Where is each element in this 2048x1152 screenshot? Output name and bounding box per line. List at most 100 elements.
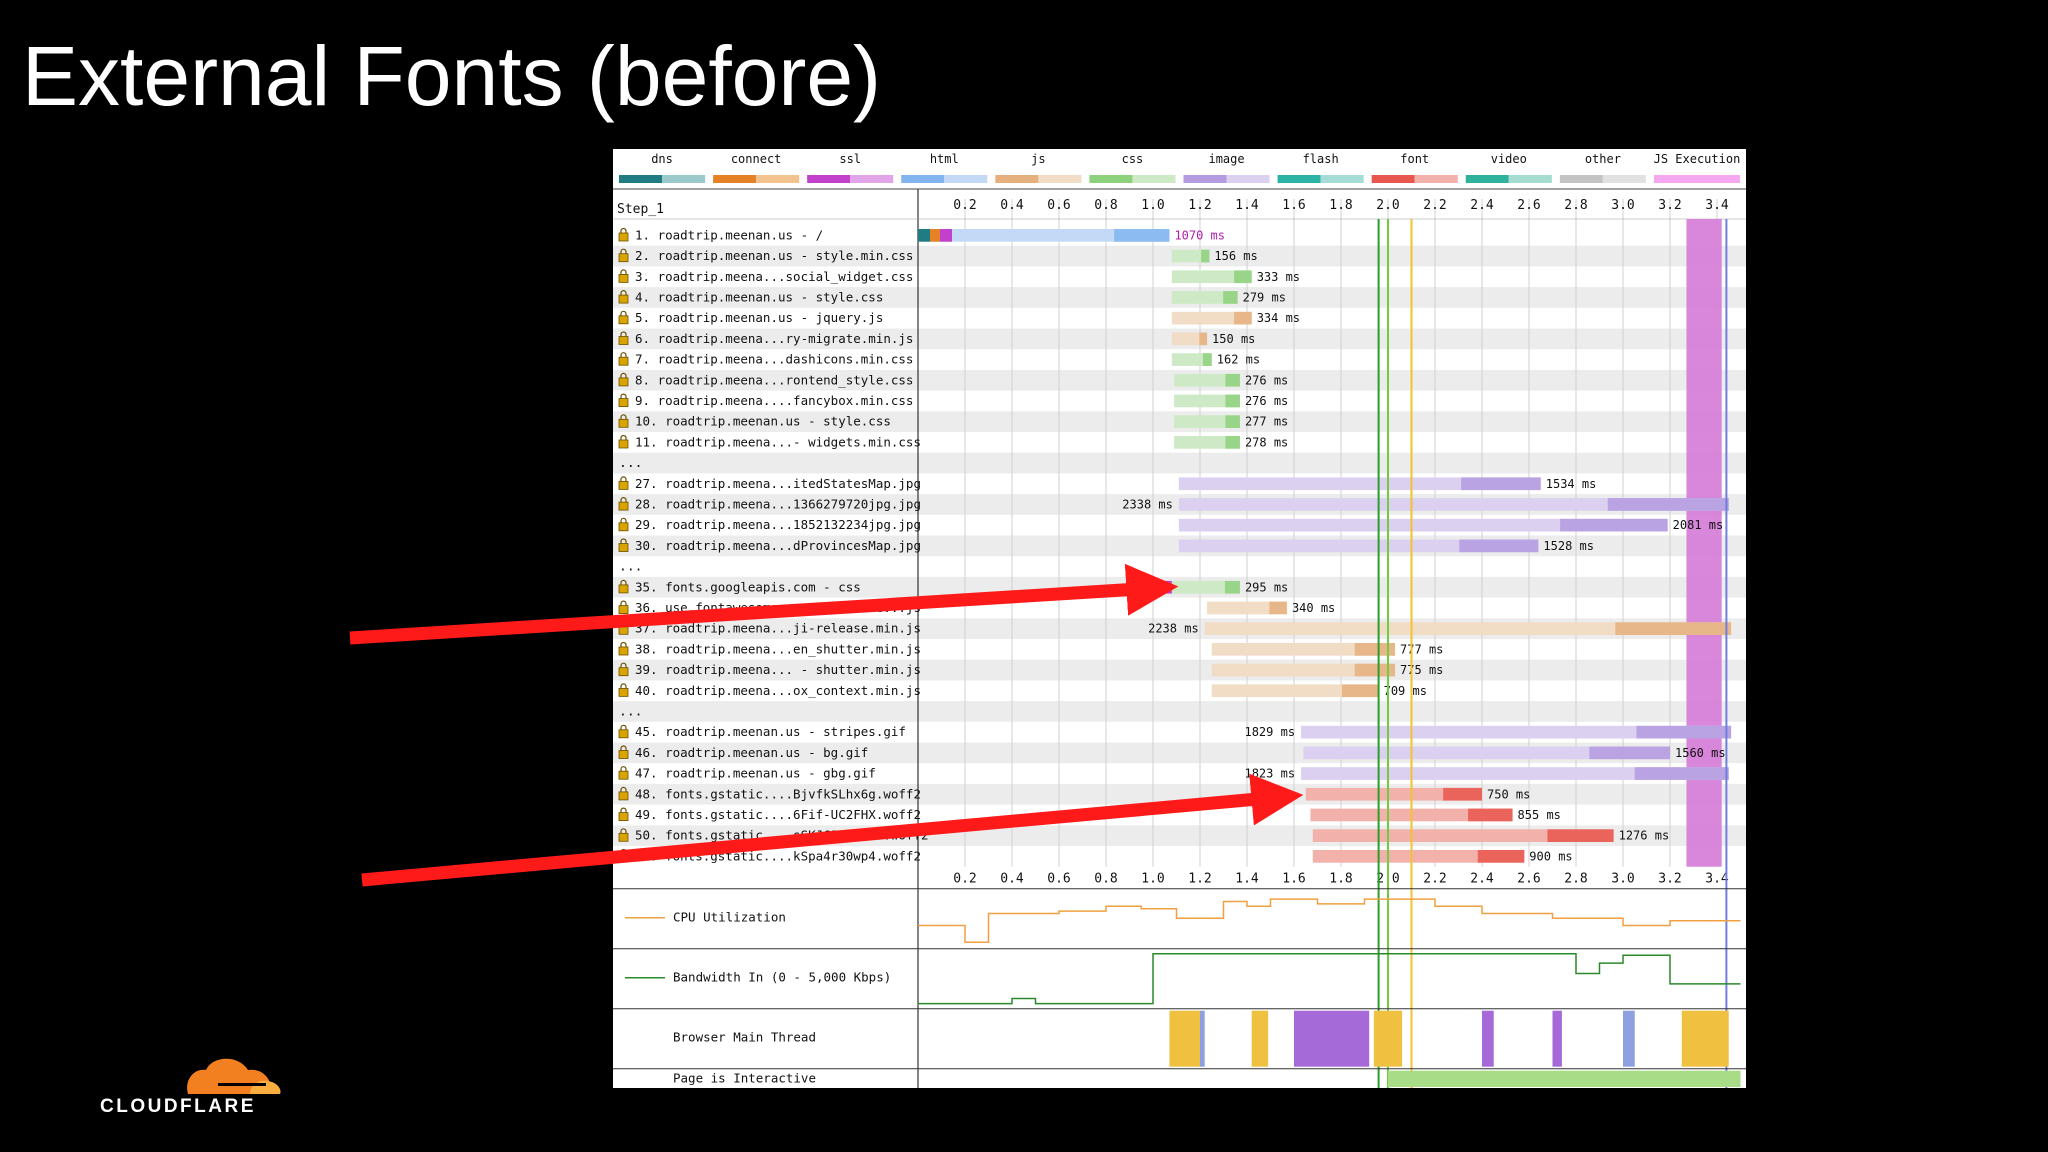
request-bar [1178,518,1668,532]
tick-label-top: 0.8 [1094,198,1117,213]
lock-icon [618,414,629,428]
legend-swatch-html [901,175,945,183]
request-label: 27. roadtrip.meena...itedStatesMap.jpg [635,476,921,491]
main-thread-block [1251,1010,1269,1067]
request-bar [1305,787,1482,801]
request-time: 340 ms [1292,601,1335,615]
lock-icon [618,310,629,325]
legend-swatch-flash [1277,175,1321,183]
request-bar [1171,270,1252,284]
request-bar-download [1269,601,1287,615]
request-bar-download [1615,622,1732,635]
legend-swatch-js [995,175,1039,183]
request-time: 1070 ms [1174,228,1225,242]
request-time: 150 ms [1212,332,1255,346]
request-bar [1171,580,1240,594]
waterfall-chart: dns connect ssl html js css image flash font vide… [613,149,1746,1088]
legend-label-js: js [1031,152,1045,166]
request-label: 35. fonts.googleapis.com - css [635,579,861,594]
tick-label-bottom: 0.8 [1094,872,1117,887]
tick-label-top: 2.2 [1423,198,1446,213]
request-bar [1171,353,1212,366]
legend-swatch-light-dns [662,175,706,183]
request-time: 855 ms [1518,808,1561,822]
tick-label-bottom: 2.6 [1517,872,1540,887]
tick-label-top: 2.0 [1376,198,1399,213]
lock-icon [618,290,629,304]
request-label: 50. fonts.gstatic....sSKJC2CzHfdc.woff2 [635,828,929,843]
request-bar [1301,767,1729,780]
request-bar-download [1636,725,1732,739]
request-label: 39. roadtrip.meena... - shutter.min.js [635,662,921,677]
tick-label-top: 2.4 [1470,198,1494,213]
request-bar [1174,436,1240,449]
request-label: 47. roadtrip.meenan.us - gbg.gif [635,766,876,781]
step-label: Step_1 [617,202,664,217]
legend-label-html: html [930,152,959,166]
legend-swatch-ssl [807,175,851,183]
legend-label-image: image [1208,152,1244,166]
request-time: 2081 ms [1673,518,1724,532]
row-ellipsis: ... [619,456,642,471]
tick-label-bottom: 1.6 [1282,872,1305,887]
row-ellipsis: ... [619,704,642,719]
request-bar-download [1234,270,1252,284]
tick-label-top: 3.2 [1658,198,1681,213]
request-time: 1276 ms [1619,829,1670,843]
lock-icon [618,331,629,345]
tick-label-top: 0.4 [1000,198,1024,213]
bandwidth-line [918,952,1741,1005]
legend-label-video: video [1491,152,1527,166]
request-bar [1207,601,1287,615]
request-bar-download [1634,767,1729,780]
main-thread-block [1552,1010,1562,1067]
request-bar-download [1114,229,1170,242]
legend-label-ssl: ssl [839,152,861,166]
tick-label-top: 0.6 [1047,198,1070,213]
cloudflare-logo: CLOUDFLARE [100,1050,290,1120]
request-bar-download [1468,808,1513,822]
tick-label-bottom: 0.2 [953,872,976,887]
request-bar [1211,663,1396,677]
request-bar-download [1459,539,1539,553]
request-bar-download [1225,415,1240,428]
request-bar-download [1443,787,1482,801]
request-time: 2338 ms [1122,497,1173,511]
waterfall-svg: dns connect ssl html js css image flash font vide… [613,152,1746,1088]
legend-swatch-dns [619,175,663,183]
tick-label-bottom: 1.2 [1188,872,1211,887]
legend-swatch-image [1183,175,1227,183]
request-label: 38. roadtrip.meena...en_shutter.min.js [635,641,921,656]
request-time: 162 ms [1217,353,1260,367]
lock-icon [618,352,629,366]
tick-label-top: 3.0 [1611,198,1634,213]
tick-label-top: 0.2 [953,198,976,213]
request-bar-download [1225,394,1240,408]
request-time: 777 ms [1400,642,1443,656]
request-time: 1534 ms [1546,477,1597,491]
request-label: 2. roadtrip.meenan.us - style.min.css [635,248,913,263]
legend-swatch-light-css [1132,175,1176,183]
lock-icon [618,476,629,490]
request-label: 28. roadtrip.meena...1366279720jpg.jpg [635,496,921,511]
lock-icon [618,807,629,821]
lock-icon [618,683,629,697]
request-time: 279 ms [1243,290,1286,304]
request-bar-download [1354,643,1396,656]
main-thread-block [1681,1010,1729,1067]
request-bar [1178,477,1541,491]
legend-swatch-light-ssl [850,175,894,183]
legend-swatch-light-js [1038,175,1082,183]
row-ellipsis: ... [619,560,642,575]
request-bar [1171,311,1252,325]
legend-swatch-css [1089,175,1133,183]
request-bar-download [1607,498,1729,511]
lock-icon [618,227,629,242]
request-bar [1204,622,1732,635]
request-label: 45. roadtrip.meenan.us - stripes.gif [635,724,906,739]
brand-name: CLOUDFLARE [100,1096,256,1117]
legend-label-flash: flash [1303,152,1339,166]
request-bar-download [1225,373,1240,387]
tick-label-bottom: 3.2 [1658,872,1681,887]
request-bar-download [1589,746,1670,760]
